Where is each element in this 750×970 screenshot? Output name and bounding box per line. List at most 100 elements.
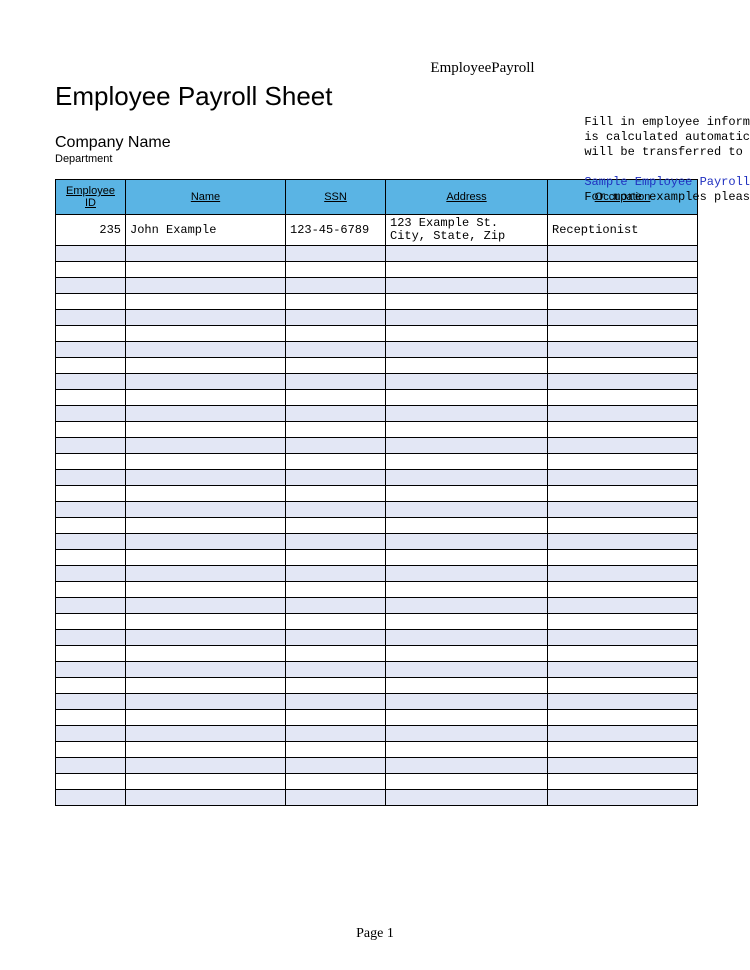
table-row[interactable]: 235 John Example 123-45-6789 123 Example… (56, 215, 698, 246)
table-row[interactable] (56, 294, 698, 310)
empty-cell[interactable] (126, 262, 286, 278)
empty-cell[interactable] (286, 406, 386, 422)
empty-cell[interactable] (56, 566, 126, 582)
empty-cell[interactable] (56, 742, 126, 758)
empty-cell[interactable] (126, 662, 286, 678)
empty-cell[interactable] (548, 374, 698, 390)
table-row[interactable] (56, 694, 698, 710)
empty-cell[interactable] (56, 262, 126, 278)
empty-cell[interactable] (386, 678, 548, 694)
table-row[interactable] (56, 390, 698, 406)
empty-cell[interactable] (126, 758, 286, 774)
empty-cell[interactable] (286, 486, 386, 502)
table-row[interactable] (56, 758, 698, 774)
empty-cell[interactable] (286, 390, 386, 406)
empty-cell[interactable] (126, 550, 286, 566)
table-row[interactable] (56, 534, 698, 550)
empty-cell[interactable] (286, 310, 386, 326)
empty-cell[interactable] (126, 678, 286, 694)
empty-cell[interactable] (56, 294, 126, 310)
empty-cell[interactable] (286, 566, 386, 582)
empty-cell[interactable] (56, 342, 126, 358)
empty-cell[interactable] (286, 678, 386, 694)
sample-link[interactable]: Sample Employee Payroll (584, 175, 750, 190)
table-row[interactable] (56, 518, 698, 534)
empty-cell[interactable] (56, 726, 126, 742)
empty-cell[interactable] (286, 742, 386, 758)
table-row[interactable] (56, 598, 698, 614)
empty-cell[interactable] (386, 310, 548, 326)
empty-cell[interactable] (386, 326, 548, 342)
empty-cell[interactable] (126, 598, 286, 614)
empty-cell[interactable] (56, 374, 126, 390)
table-row[interactable] (56, 262, 698, 278)
empty-cell[interactable] (56, 678, 126, 694)
empty-cell[interactable] (286, 646, 386, 662)
empty-cell[interactable] (56, 630, 126, 646)
empty-cell[interactable] (56, 774, 126, 790)
empty-cell[interactable] (286, 470, 386, 486)
empty-cell[interactable] (548, 246, 698, 262)
cell-name[interactable]: John Example (126, 215, 286, 246)
empty-cell[interactable] (548, 278, 698, 294)
empty-cell[interactable] (126, 390, 286, 406)
cell-id[interactable]: 235 (56, 215, 126, 246)
empty-cell[interactable] (126, 566, 286, 582)
empty-cell[interactable] (126, 246, 286, 262)
empty-cell[interactable] (548, 758, 698, 774)
table-row[interactable] (56, 470, 698, 486)
empty-cell[interactable] (386, 662, 548, 678)
empty-cell[interactable] (56, 246, 126, 262)
empty-cell[interactable] (286, 534, 386, 550)
empty-cell[interactable] (126, 614, 286, 630)
table-row[interactable] (56, 710, 698, 726)
empty-cell[interactable] (548, 326, 698, 342)
empty-cell[interactable] (56, 710, 126, 726)
table-row[interactable] (56, 342, 698, 358)
empty-cell[interactable] (386, 470, 548, 486)
empty-cell[interactable] (548, 662, 698, 678)
empty-cell[interactable] (56, 406, 126, 422)
empty-cell[interactable] (548, 342, 698, 358)
table-row[interactable] (56, 310, 698, 326)
table-row[interactable] (56, 614, 698, 630)
empty-cell[interactable] (126, 582, 286, 598)
empty-cell[interactable] (56, 598, 126, 614)
empty-cell[interactable] (56, 390, 126, 406)
empty-cell[interactable] (386, 246, 548, 262)
empty-cell[interactable] (126, 646, 286, 662)
empty-cell[interactable] (286, 790, 386, 806)
empty-cell[interactable] (286, 454, 386, 470)
empty-cell[interactable] (56, 518, 126, 534)
empty-cell[interactable] (286, 662, 386, 678)
empty-cell[interactable] (286, 518, 386, 534)
empty-cell[interactable] (286, 694, 386, 710)
empty-cell[interactable] (56, 438, 126, 454)
table-row[interactable] (56, 246, 698, 262)
empty-cell[interactable] (386, 742, 548, 758)
table-row[interactable] (56, 438, 698, 454)
empty-cell[interactable] (56, 454, 126, 470)
empty-cell[interactable] (286, 726, 386, 742)
empty-cell[interactable] (548, 518, 698, 534)
empty-cell[interactable] (386, 390, 548, 406)
empty-cell[interactable] (126, 438, 286, 454)
empty-cell[interactable] (548, 790, 698, 806)
empty-cell[interactable] (286, 598, 386, 614)
table-row[interactable] (56, 278, 698, 294)
empty-cell[interactable] (56, 790, 126, 806)
empty-cell[interactable] (286, 710, 386, 726)
empty-cell[interactable] (386, 694, 548, 710)
empty-cell[interactable] (386, 486, 548, 502)
empty-cell[interactable] (548, 486, 698, 502)
empty-cell[interactable] (386, 566, 548, 582)
empty-cell[interactable] (126, 502, 286, 518)
table-row[interactable] (56, 374, 698, 390)
empty-cell[interactable] (286, 614, 386, 630)
empty-cell[interactable] (548, 774, 698, 790)
empty-cell[interactable] (386, 534, 548, 550)
empty-cell[interactable] (126, 742, 286, 758)
empty-cell[interactable] (126, 470, 286, 486)
empty-cell[interactable] (286, 422, 386, 438)
empty-cell[interactable] (386, 550, 548, 566)
